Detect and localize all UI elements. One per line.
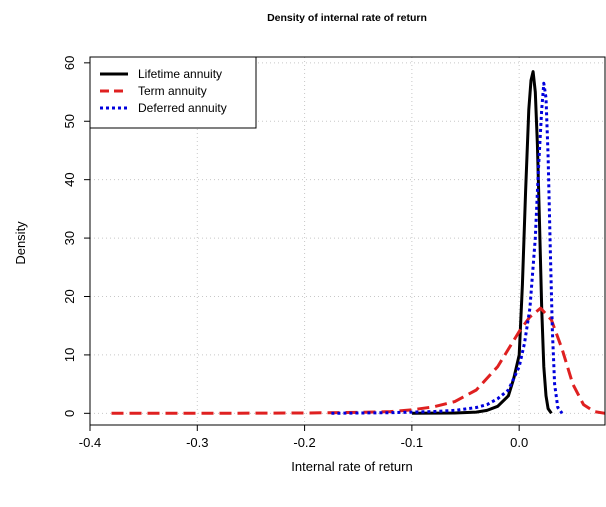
- legend-label: Deferred annuity: [138, 101, 227, 115]
- chart-title: Density of internal rate of return: [267, 12, 427, 24]
- y-tick-label: 50: [62, 114, 77, 128]
- y-tick-label: 20: [62, 289, 77, 303]
- y-tick-label: 0: [62, 410, 77, 417]
- legend: Lifetime annuity Term annuity Deferred ann…: [89, 56, 257, 129]
- plot-area-frame: [89, 56, 606, 426]
- y-axis-label: Density: [13, 221, 28, 265]
- x-tick-label: -0.1: [401, 435, 423, 450]
- x-tick-label: -0.3: [186, 435, 208, 450]
- series-line-deferred-annuity: [331, 81, 564, 415]
- series-line-lifetime-annuity: [411, 70, 553, 415]
- x-axis: -0.4 -0.3 -0.2 -0.1 0.0: [79, 425, 528, 450]
- y-tick-label: 30: [62, 231, 77, 245]
- y-axis: 0 10 20 30 40 50 60: [62, 56, 90, 417]
- y-tick-label: 40: [62, 172, 77, 186]
- legend-label: Lifetime annuity: [138, 67, 222, 81]
- x-tick-label: 0.0: [510, 435, 528, 450]
- series-lines: [111, 70, 606, 415]
- legend-label: Term annuity: [138, 84, 207, 98]
- x-tick-label: -0.2: [293, 435, 315, 450]
- y-tick-label: 10: [62, 348, 77, 362]
- x-axis-label: Internal rate of return: [291, 459, 412, 474]
- x-tick-label: -0.4: [79, 435, 101, 450]
- y-tick-label: 60: [62, 56, 77, 70]
- series-line-term-annuity: [111, 306, 606, 415]
